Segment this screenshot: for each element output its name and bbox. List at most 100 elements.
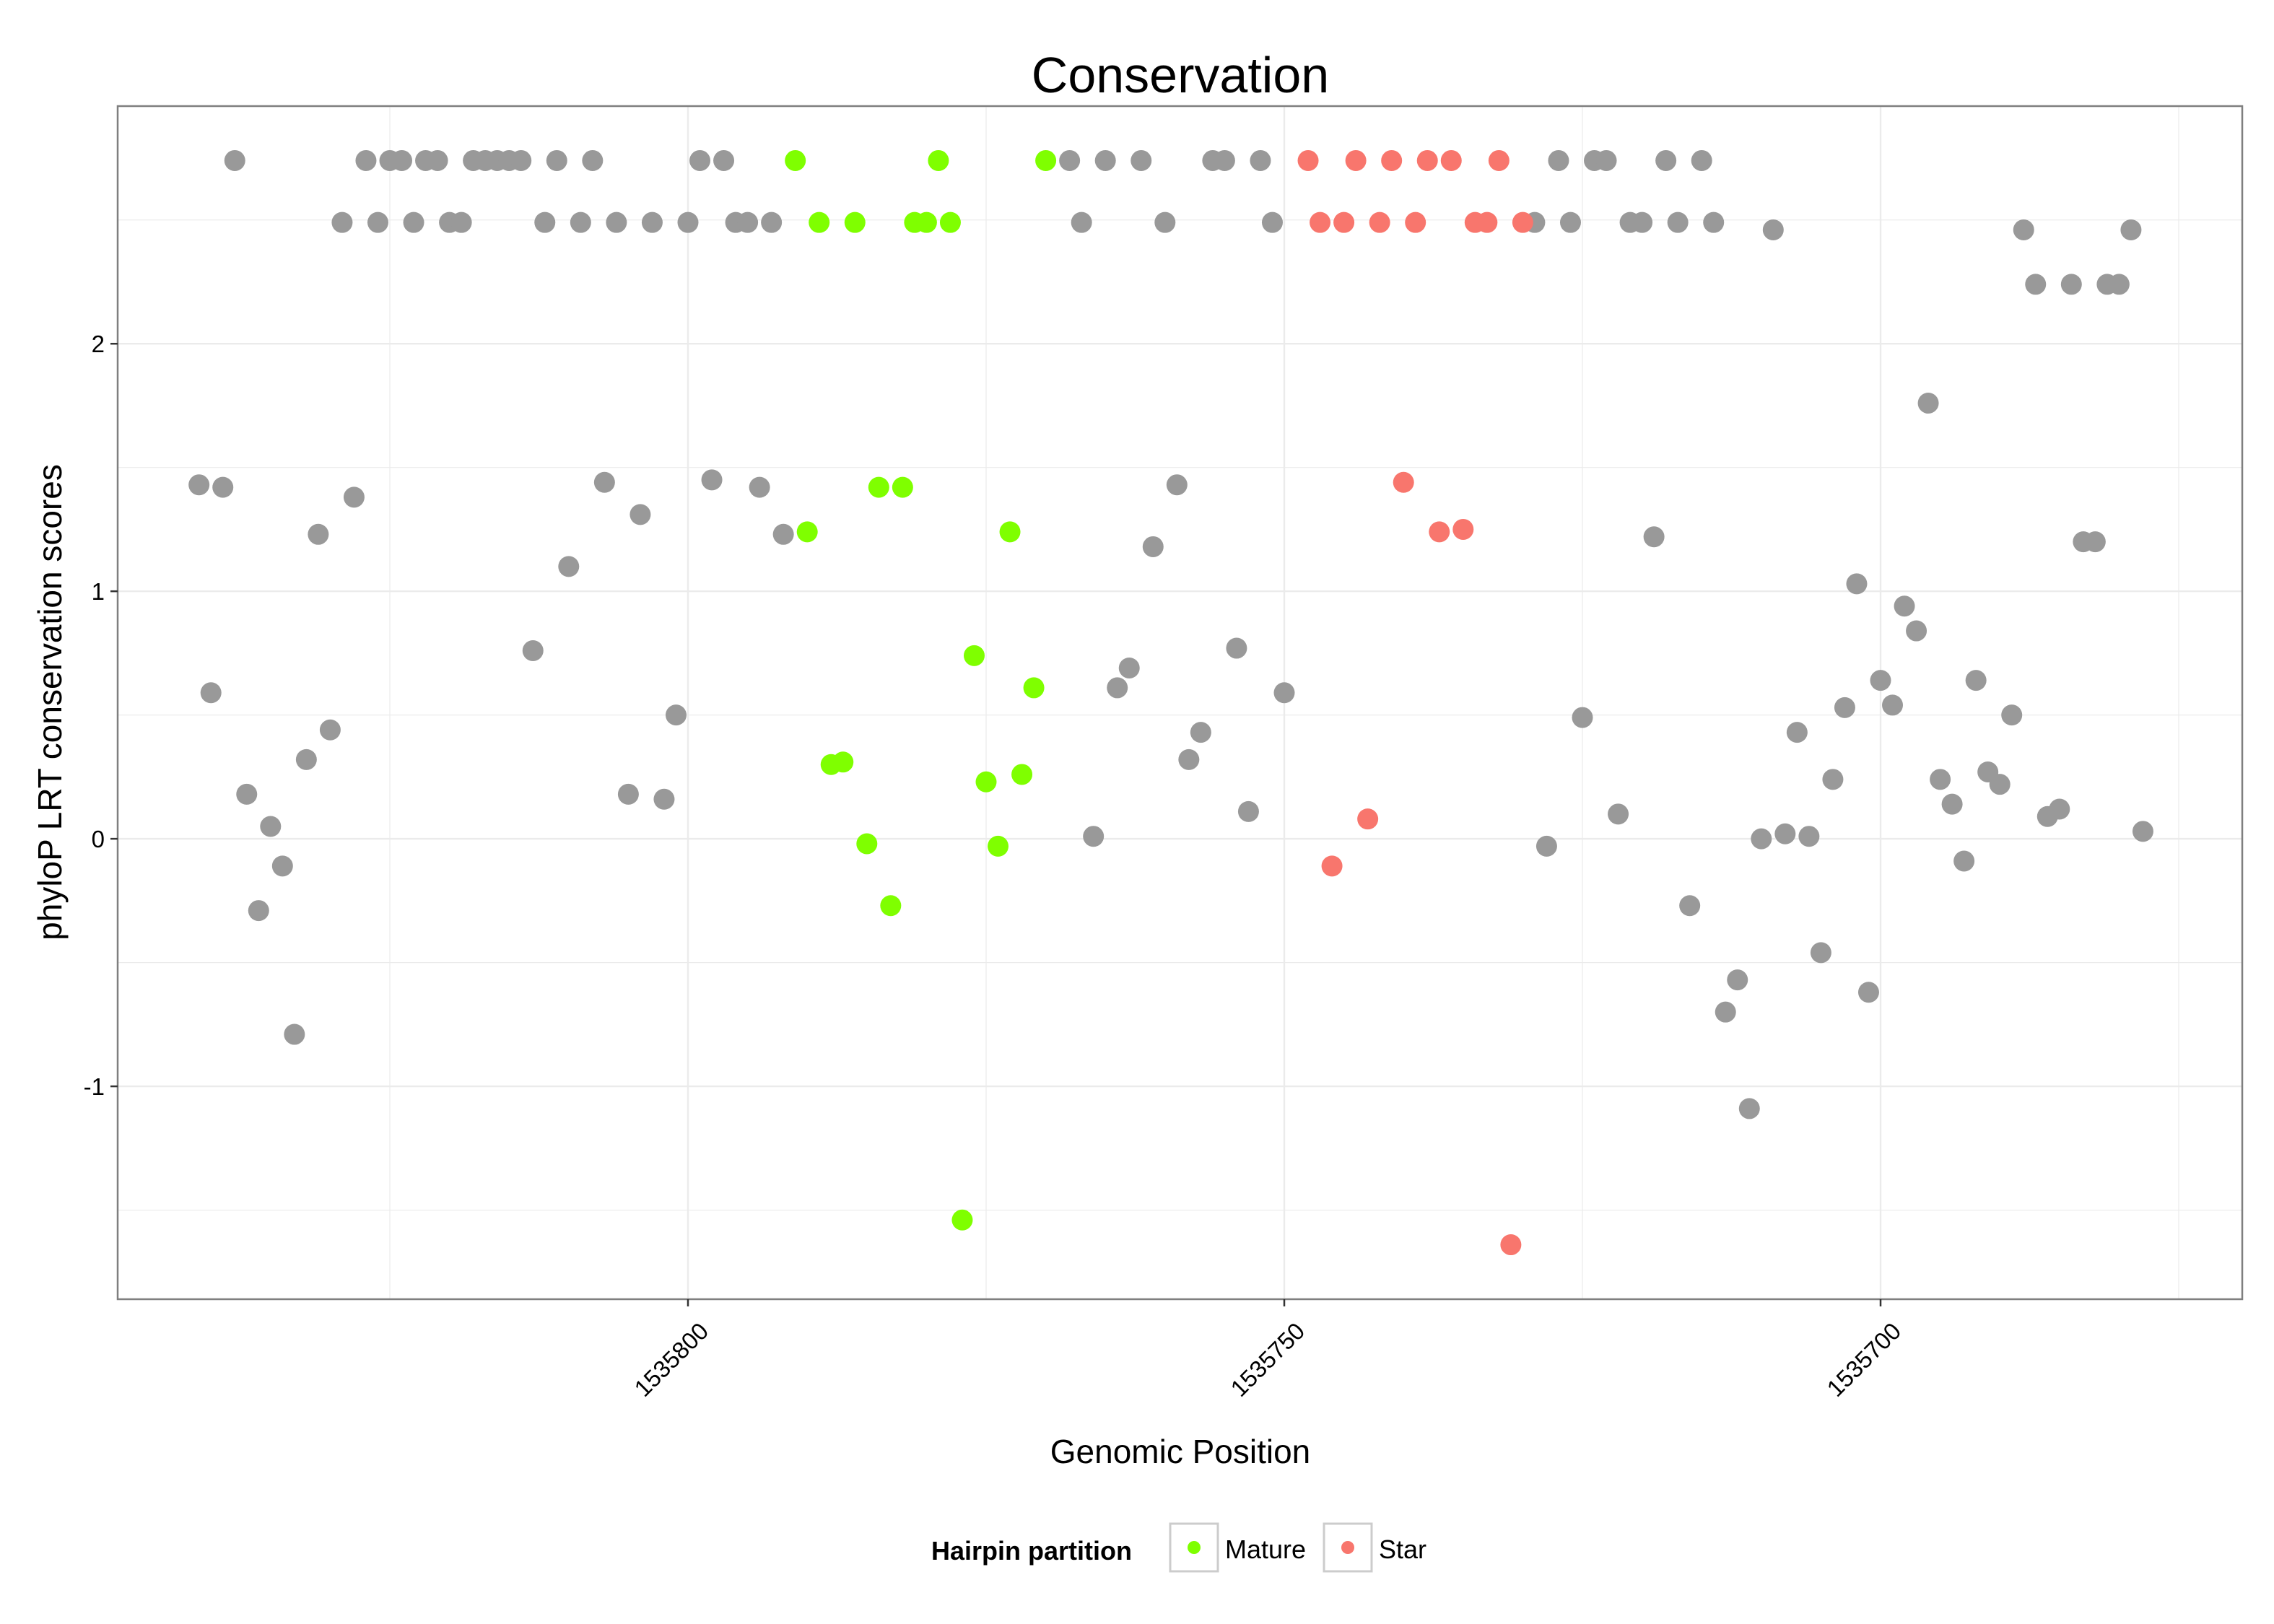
point-other <box>1917 393 1939 414</box>
point-other <box>367 211 388 233</box>
point-star <box>1429 521 1450 543</box>
point-other <box>212 476 234 498</box>
point-other <box>1166 474 1188 496</box>
point-other <box>1798 826 1820 847</box>
point-other <box>1250 149 1271 171</box>
point-other <box>558 556 580 577</box>
legend: Hairpin partition Mature Star <box>931 1522 1426 1573</box>
point-other <box>2013 219 2034 240</box>
point-other <box>2001 704 2023 726</box>
point-other <box>1882 694 1904 716</box>
point-other <box>761 211 783 233</box>
point-other <box>1083 826 1105 847</box>
point-other <box>1953 850 1975 872</box>
point-mature <box>928 149 949 171</box>
point-mature <box>939 211 961 233</box>
point-other <box>737 211 759 233</box>
point-other <box>570 211 591 233</box>
point-other <box>1762 219 1784 240</box>
point-other <box>1822 769 1844 790</box>
point-star <box>1476 211 1498 233</box>
point-other <box>1667 211 1689 233</box>
point-mature <box>868 476 889 498</box>
point-other <box>1154 211 1176 233</box>
point-other <box>2108 274 2130 295</box>
y-axis-title: phyloP LRT conservation scores <box>31 464 69 940</box>
grid-lines <box>118 106 2242 1299</box>
point-mature <box>963 645 985 666</box>
point-other <box>1727 969 1748 991</box>
y-tick-label: -1 <box>84 1073 105 1100</box>
point-other <box>1703 211 1725 233</box>
point-star <box>1440 149 1462 171</box>
point-mature <box>785 149 806 171</box>
chart-title: Conservation <box>1032 47 1329 103</box>
point-other <box>1906 620 1927 642</box>
point-other <box>1595 149 1617 171</box>
legend-star-marker <box>1341 1541 1354 1554</box>
point-other <box>510 149 532 171</box>
point-mature <box>915 211 937 233</box>
point-other <box>1094 149 1116 171</box>
point-other <box>295 748 317 770</box>
point-other <box>1643 526 1665 548</box>
point-other <box>749 476 770 498</box>
point-other <box>1930 769 1951 790</box>
point-other <box>1965 670 1987 691</box>
point-other <box>2120 219 2142 240</box>
point-mature <box>999 521 1021 543</box>
y-tick-label: 0 <box>92 826 105 852</box>
point-mature <box>1011 764 1033 785</box>
point-other <box>1107 677 1128 699</box>
point-other <box>427 149 448 171</box>
point-other <box>2060 274 2082 295</box>
point-star <box>1452 518 1474 540</box>
point-star <box>1405 211 1426 233</box>
x-tick-label: 1535700 <box>1821 1317 1906 1402</box>
point-other <box>653 788 675 810</box>
point-other <box>546 149 567 171</box>
point-other <box>1941 793 1963 815</box>
point-other <box>1273 682 1295 704</box>
point-other <box>641 211 663 233</box>
legend-label-mature: Mature <box>1225 1534 1306 1564</box>
point-star <box>1381 149 1403 171</box>
point-star <box>1333 211 1355 233</box>
point-other <box>319 719 341 741</box>
point-other <box>284 1023 305 1045</box>
point-mature <box>975 771 997 793</box>
point-other <box>236 783 258 805</box>
point-other <box>1178 748 1200 770</box>
point-other <box>1572 707 1593 728</box>
point-mature <box>892 476 913 498</box>
point-other <box>1655 149 1677 171</box>
point-other <box>689 149 711 171</box>
point-mature <box>844 211 866 233</box>
point-other <box>308 523 329 545</box>
point-star <box>1310 211 1331 233</box>
point-star <box>1416 149 1438 171</box>
point-star <box>1393 471 1414 493</box>
point-other <box>224 149 245 171</box>
point-other <box>665 704 687 726</box>
plot-border <box>116 105 2244 1301</box>
point-other <box>1261 211 1283 233</box>
point-other <box>677 211 699 233</box>
point-other <box>1131 149 1152 171</box>
x-tick-label: 1535750 <box>1225 1317 1310 1402</box>
point-other <box>1834 697 1855 718</box>
point-other <box>772 523 794 545</box>
point-other <box>1691 149 1712 171</box>
point-other <box>1738 1098 1760 1119</box>
point-mature <box>832 751 854 773</box>
point-other <box>2132 821 2153 842</box>
point-other <box>355 149 377 171</box>
point-other <box>2025 274 2047 295</box>
point-mature <box>880 895 902 917</box>
point-other <box>1535 835 1557 857</box>
point-star <box>1500 1234 1522 1256</box>
point-other <box>403 211 424 233</box>
point-star <box>1297 149 1319 171</box>
point-other <box>1715 1001 1736 1023</box>
